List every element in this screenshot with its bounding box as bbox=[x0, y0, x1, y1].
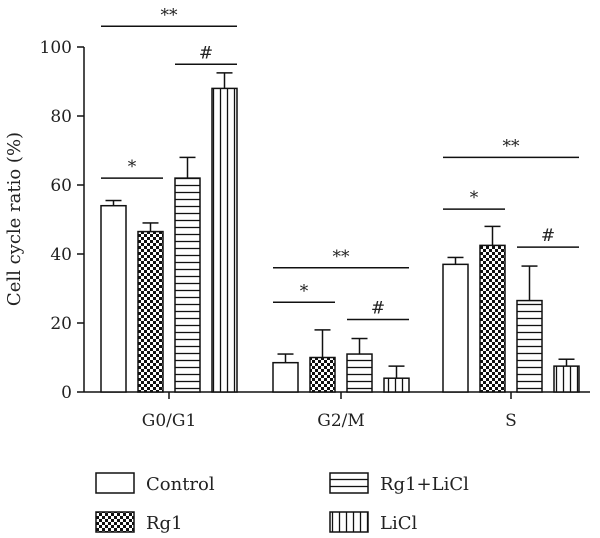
bar bbox=[479, 244, 506, 393]
significance-label: * bbox=[300, 281, 309, 301]
significance-label: # bbox=[199, 43, 213, 63]
y-axis-label: Cell cycle ratio (%) bbox=[4, 132, 25, 306]
significance-label: # bbox=[371, 299, 385, 319]
significance-markers: ***#***#***# bbox=[101, 5, 579, 321]
bar bbox=[309, 356, 336, 393]
legend-item-rg1: Rg1 bbox=[95, 511, 183, 534]
x-tick-label: G0/G1 bbox=[142, 411, 197, 431]
bar bbox=[553, 365, 580, 393]
significance-label: # bbox=[541, 226, 555, 246]
legend-item-licl: LiCl bbox=[329, 511, 417, 534]
y-axis: 0 20 40 60 80 100 bbox=[40, 38, 85, 403]
significance-label: ** bbox=[333, 247, 351, 267]
x-axis: G0/G1 G2/M S bbox=[84, 391, 590, 431]
legend-item-control: Control bbox=[95, 472, 215, 495]
legend-swatch-rg1 bbox=[95, 511, 135, 533]
y-tick-label: 60 bbox=[50, 176, 72, 196]
legend-item-rg1-licl: Rg1+LiCl bbox=[329, 472, 469, 495]
legend-label-rg1: Rg1 bbox=[146, 513, 183, 534]
significance-label: * bbox=[470, 188, 479, 208]
legend-label-rg1-licl: Rg1+LiCl bbox=[380, 474, 469, 495]
bar bbox=[346, 353, 373, 393]
y-tick-label: 40 bbox=[50, 245, 72, 265]
legend-swatch-rg1-licl bbox=[329, 472, 369, 494]
bar bbox=[137, 230, 164, 393]
legend-label-control: Control bbox=[146, 474, 215, 495]
y-tick-label: 0 bbox=[61, 383, 72, 403]
bar bbox=[442, 263, 469, 393]
legend: Control Rg1 Rg1+LiCl LiCl bbox=[95, 472, 469, 534]
bar bbox=[272, 361, 299, 393]
bar bbox=[383, 377, 410, 393]
bar bbox=[100, 204, 127, 393]
x-tick-label: S bbox=[505, 411, 517, 431]
significance-label: ** bbox=[503, 136, 521, 156]
bar bbox=[174, 177, 201, 393]
bars bbox=[100, 72, 580, 393]
legend-swatch-control bbox=[95, 472, 135, 494]
significance-label: ** bbox=[161, 5, 179, 25]
x-tick-label: G2/M bbox=[317, 411, 365, 431]
legend-swatch-licl bbox=[329, 511, 369, 533]
bar bbox=[516, 299, 543, 393]
y-tick-label: 20 bbox=[50, 314, 72, 334]
bar bbox=[211, 87, 238, 393]
y-tick-label: 100 bbox=[40, 38, 72, 58]
significance-label: * bbox=[128, 157, 137, 177]
y-tick-label: 80 bbox=[50, 107, 72, 127]
legend-label-licl: LiCl bbox=[380, 513, 417, 534]
